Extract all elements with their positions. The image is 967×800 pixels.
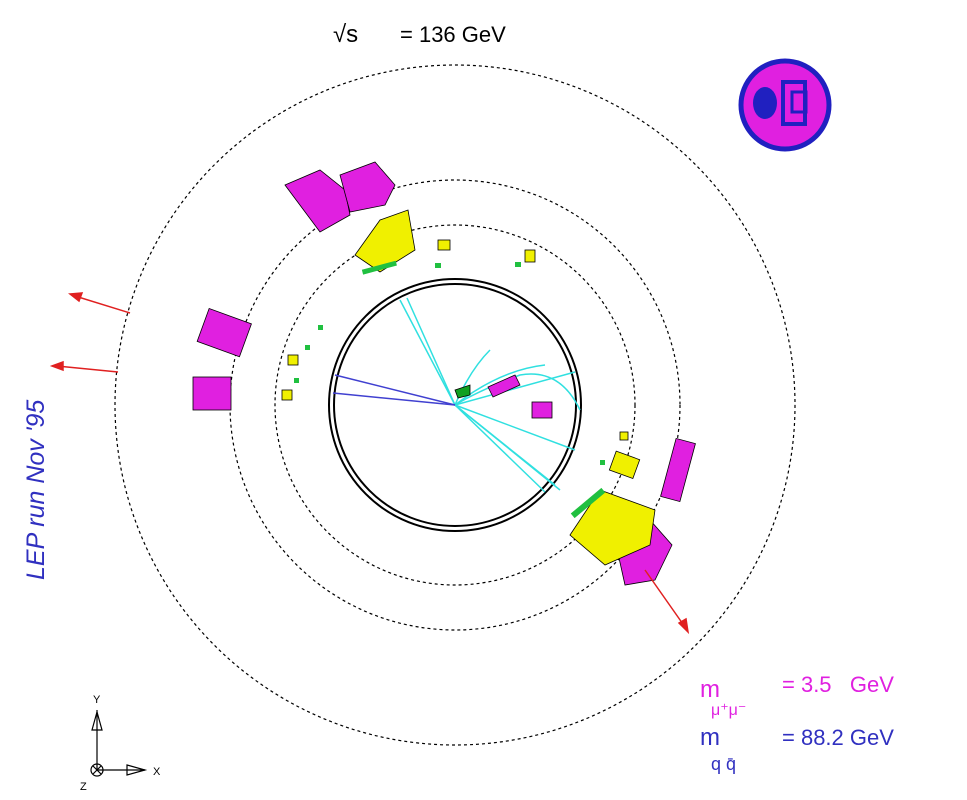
- mass-value: = 88.2 GeV: [782, 725, 894, 750]
- axis-indicator: [90, 709, 148, 777]
- mass-subscript: q q̄: [711, 754, 736, 774]
- mass-value: = 3.5 GeV: [782, 672, 894, 697]
- energy-label: = 136 GeV: [400, 22, 506, 47]
- hadron-calorimeter: [192, 161, 696, 586]
- run-label: LEP run Nov '95: [22, 400, 50, 580]
- axis-label: X: [153, 766, 161, 778]
- energy-symbol: √s: [333, 21, 358, 48]
- presampler-hits: [294, 260, 606, 519]
- mass-subscript: μ⁺μ⁻: [711, 702, 746, 719]
- detector-rings: [114, 64, 796, 746]
- mass-symbol: m: [700, 724, 720, 751]
- axis-label: Z: [80, 781, 87, 793]
- mass-symbol: m: [700, 676, 720, 703]
- muon-arrows: [49, 292, 690, 635]
- tracks: [399, 297, 581, 493]
- axis-label: Y: [93, 694, 101, 706]
- jet-tracks: [332, 374, 456, 406]
- opal-logo: [738, 58, 832, 152]
